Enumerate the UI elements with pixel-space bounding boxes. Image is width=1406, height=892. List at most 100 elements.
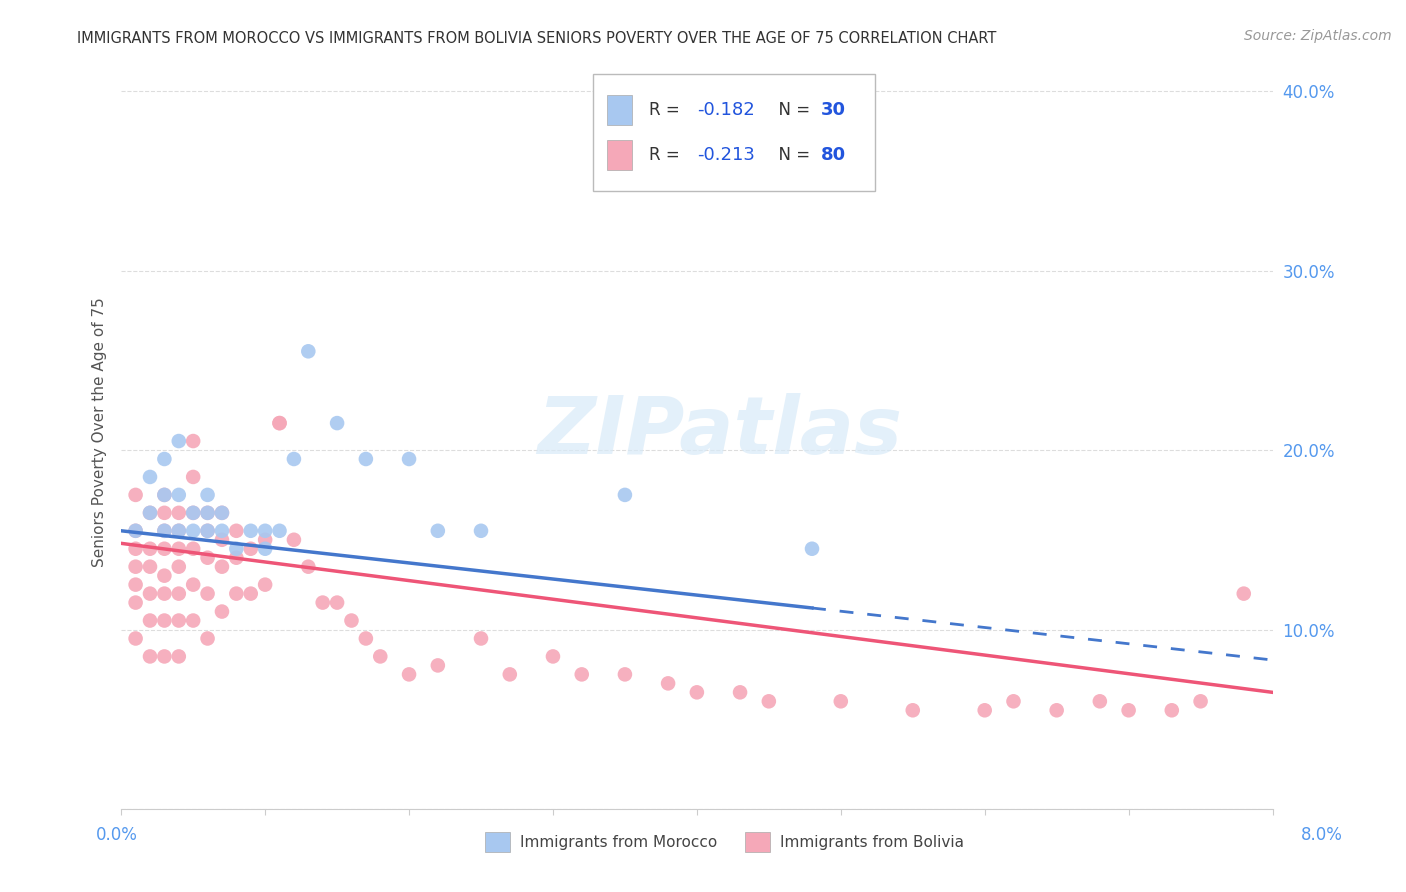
Point — [1118, 703, 1140, 717]
Point — [167, 524, 190, 538]
Point — [211, 533, 233, 547]
Point — [211, 605, 233, 619]
Point — [181, 470, 204, 484]
Text: N =: N = — [768, 146, 815, 164]
Point — [124, 559, 146, 574]
Point — [297, 344, 319, 359]
Point — [167, 614, 190, 628]
Point — [398, 452, 420, 467]
Point — [269, 416, 291, 430]
Point — [197, 506, 219, 520]
Point — [153, 614, 176, 628]
Point — [225, 550, 247, 565]
Point — [167, 434, 190, 448]
Point — [211, 559, 233, 574]
Point — [269, 524, 291, 538]
Point — [499, 667, 522, 681]
Point — [613, 667, 636, 681]
Point — [426, 658, 449, 673]
Point — [297, 559, 319, 574]
Point — [153, 488, 176, 502]
Point — [239, 541, 262, 556]
Point — [167, 559, 190, 574]
Text: ZIPatlas: ZIPatlas — [537, 393, 903, 471]
Point — [830, 694, 852, 708]
Point — [571, 667, 593, 681]
Point — [254, 524, 277, 538]
Point — [181, 434, 204, 448]
Point — [124, 488, 146, 502]
Point — [139, 506, 162, 520]
Point — [901, 703, 924, 717]
Point — [973, 703, 995, 717]
Point — [239, 524, 262, 538]
Point — [1088, 694, 1111, 708]
Point — [686, 685, 709, 699]
Point — [728, 685, 751, 699]
Point — [197, 632, 219, 646]
Point — [326, 416, 349, 430]
Bar — [593, 74, 876, 191]
Point — [368, 649, 391, 664]
Point — [1002, 694, 1025, 708]
Point — [153, 541, 176, 556]
Point — [124, 524, 146, 538]
Point — [139, 559, 162, 574]
Point — [153, 568, 176, 582]
Point — [181, 614, 204, 628]
Point — [167, 586, 190, 600]
Point — [124, 524, 146, 538]
Text: Immigrants from Bolivia: Immigrants from Bolivia — [780, 835, 965, 849]
Point — [239, 586, 262, 600]
Point — [181, 524, 204, 538]
Point — [197, 550, 219, 565]
Text: R =: R = — [648, 146, 685, 164]
Point — [167, 524, 190, 538]
Point — [541, 649, 564, 664]
Text: Immigrants from Morocco: Immigrants from Morocco — [520, 835, 717, 849]
Point — [801, 541, 824, 556]
Point — [254, 577, 277, 591]
Point — [181, 506, 204, 520]
Point — [124, 596, 146, 610]
Text: 8.0%: 8.0% — [1301, 826, 1343, 844]
Point — [340, 614, 363, 628]
Point — [283, 452, 305, 467]
Point — [197, 586, 219, 600]
Point — [197, 488, 219, 502]
Text: R =: R = — [648, 101, 685, 120]
Point — [167, 506, 190, 520]
Point — [254, 533, 277, 547]
Point — [758, 694, 780, 708]
Point — [181, 506, 204, 520]
Point — [167, 541, 190, 556]
Text: 80: 80 — [821, 146, 846, 164]
Point — [613, 488, 636, 502]
Point — [197, 506, 219, 520]
Point — [426, 524, 449, 538]
Point — [283, 533, 305, 547]
Point — [1189, 694, 1212, 708]
Point — [1046, 703, 1069, 717]
Text: 30: 30 — [821, 101, 846, 120]
Y-axis label: Seniors Poverty Over the Age of 75: Seniors Poverty Over the Age of 75 — [93, 297, 107, 567]
Text: 0.0%: 0.0% — [96, 826, 138, 844]
Point — [211, 524, 233, 538]
Point — [354, 632, 377, 646]
Point — [211, 506, 233, 520]
Point — [124, 541, 146, 556]
Point — [211, 506, 233, 520]
Point — [124, 577, 146, 591]
Point — [153, 586, 176, 600]
Point — [181, 577, 204, 591]
Point — [657, 676, 679, 690]
Point — [225, 586, 247, 600]
Point — [354, 452, 377, 467]
Text: -0.213: -0.213 — [697, 146, 755, 164]
Point — [269, 416, 291, 430]
Point — [139, 470, 162, 484]
Point — [153, 506, 176, 520]
Point — [167, 488, 190, 502]
Point — [139, 541, 162, 556]
Text: N =: N = — [768, 101, 815, 120]
